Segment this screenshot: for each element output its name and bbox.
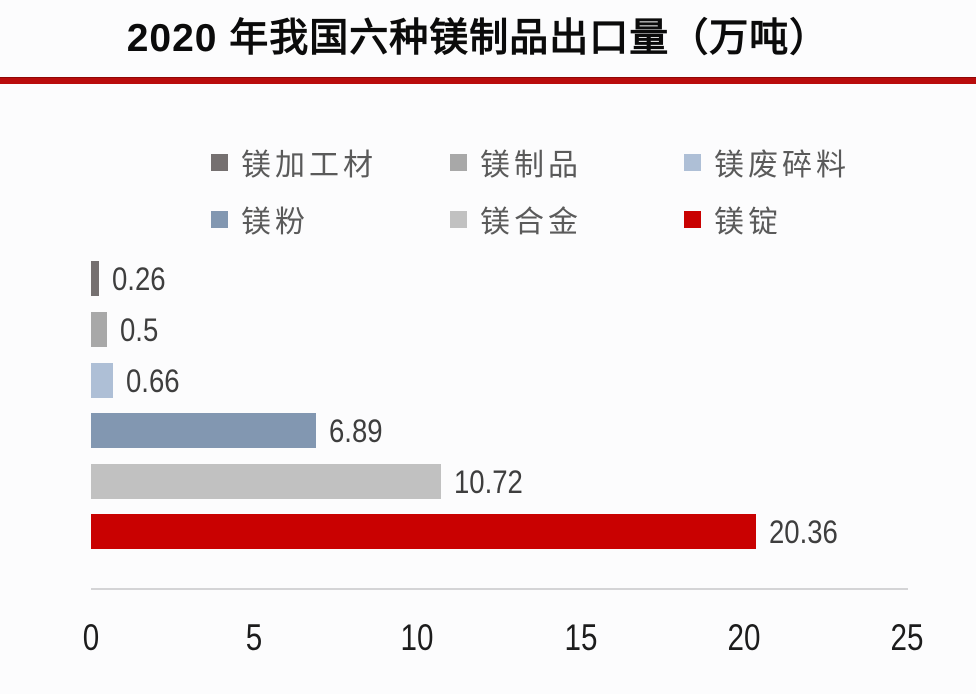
legend-color-swatch xyxy=(211,210,228,228)
bar xyxy=(91,312,108,347)
legend-color-swatch xyxy=(450,153,467,171)
bar-value-label: 20.36 xyxy=(768,514,838,550)
bar xyxy=(91,363,113,398)
legend-color-swatch xyxy=(211,153,228,171)
bar-value-label: 10.72 xyxy=(453,464,523,500)
x-tick-label: 25 xyxy=(890,617,924,658)
legend-item-label: 镁锭 xyxy=(714,206,782,239)
legend-item: 镁废碎料 xyxy=(684,144,850,182)
x-tick-label: 10 xyxy=(400,617,434,658)
bar xyxy=(91,464,441,499)
legend-item: 镁加工材 xyxy=(211,144,377,182)
legend-item-label: 镁废碎料 xyxy=(714,149,850,182)
legend-item-label: 镁合金 xyxy=(480,206,582,239)
bar-value-label: 6.89 xyxy=(328,413,383,449)
legend-item-label: 镁粉 xyxy=(241,206,309,239)
legend-color-swatch xyxy=(450,210,467,228)
bar xyxy=(91,413,316,448)
title-divider xyxy=(0,77,976,84)
legend-item: 镁锭 xyxy=(684,201,782,239)
x-axis-line xyxy=(91,588,908,590)
x-tick-label: 5 xyxy=(245,617,263,658)
x-tick-label: 15 xyxy=(564,617,598,658)
x-tick-label: 0 xyxy=(82,617,100,658)
legend-color-swatch xyxy=(684,210,701,228)
legend-item: 镁合金 xyxy=(450,201,582,239)
chart-title: 2020 年我国六种镁制品出口量（万吨） xyxy=(126,17,830,60)
legend-item-label: 镁制品 xyxy=(480,149,582,182)
legend-item: 镁制品 xyxy=(450,144,582,182)
bar xyxy=(91,261,100,296)
legend-item-label: 镁加工材 xyxy=(241,149,377,182)
bar-value-label: 0.26 xyxy=(112,261,167,297)
legend-color-swatch xyxy=(684,153,701,171)
bar xyxy=(91,514,756,549)
x-tick-label: 20 xyxy=(727,617,761,658)
legend-item: 镁粉 xyxy=(211,201,309,239)
bar-value-label: 0.66 xyxy=(125,363,180,399)
bar-value-label: 0.5 xyxy=(120,312,159,348)
